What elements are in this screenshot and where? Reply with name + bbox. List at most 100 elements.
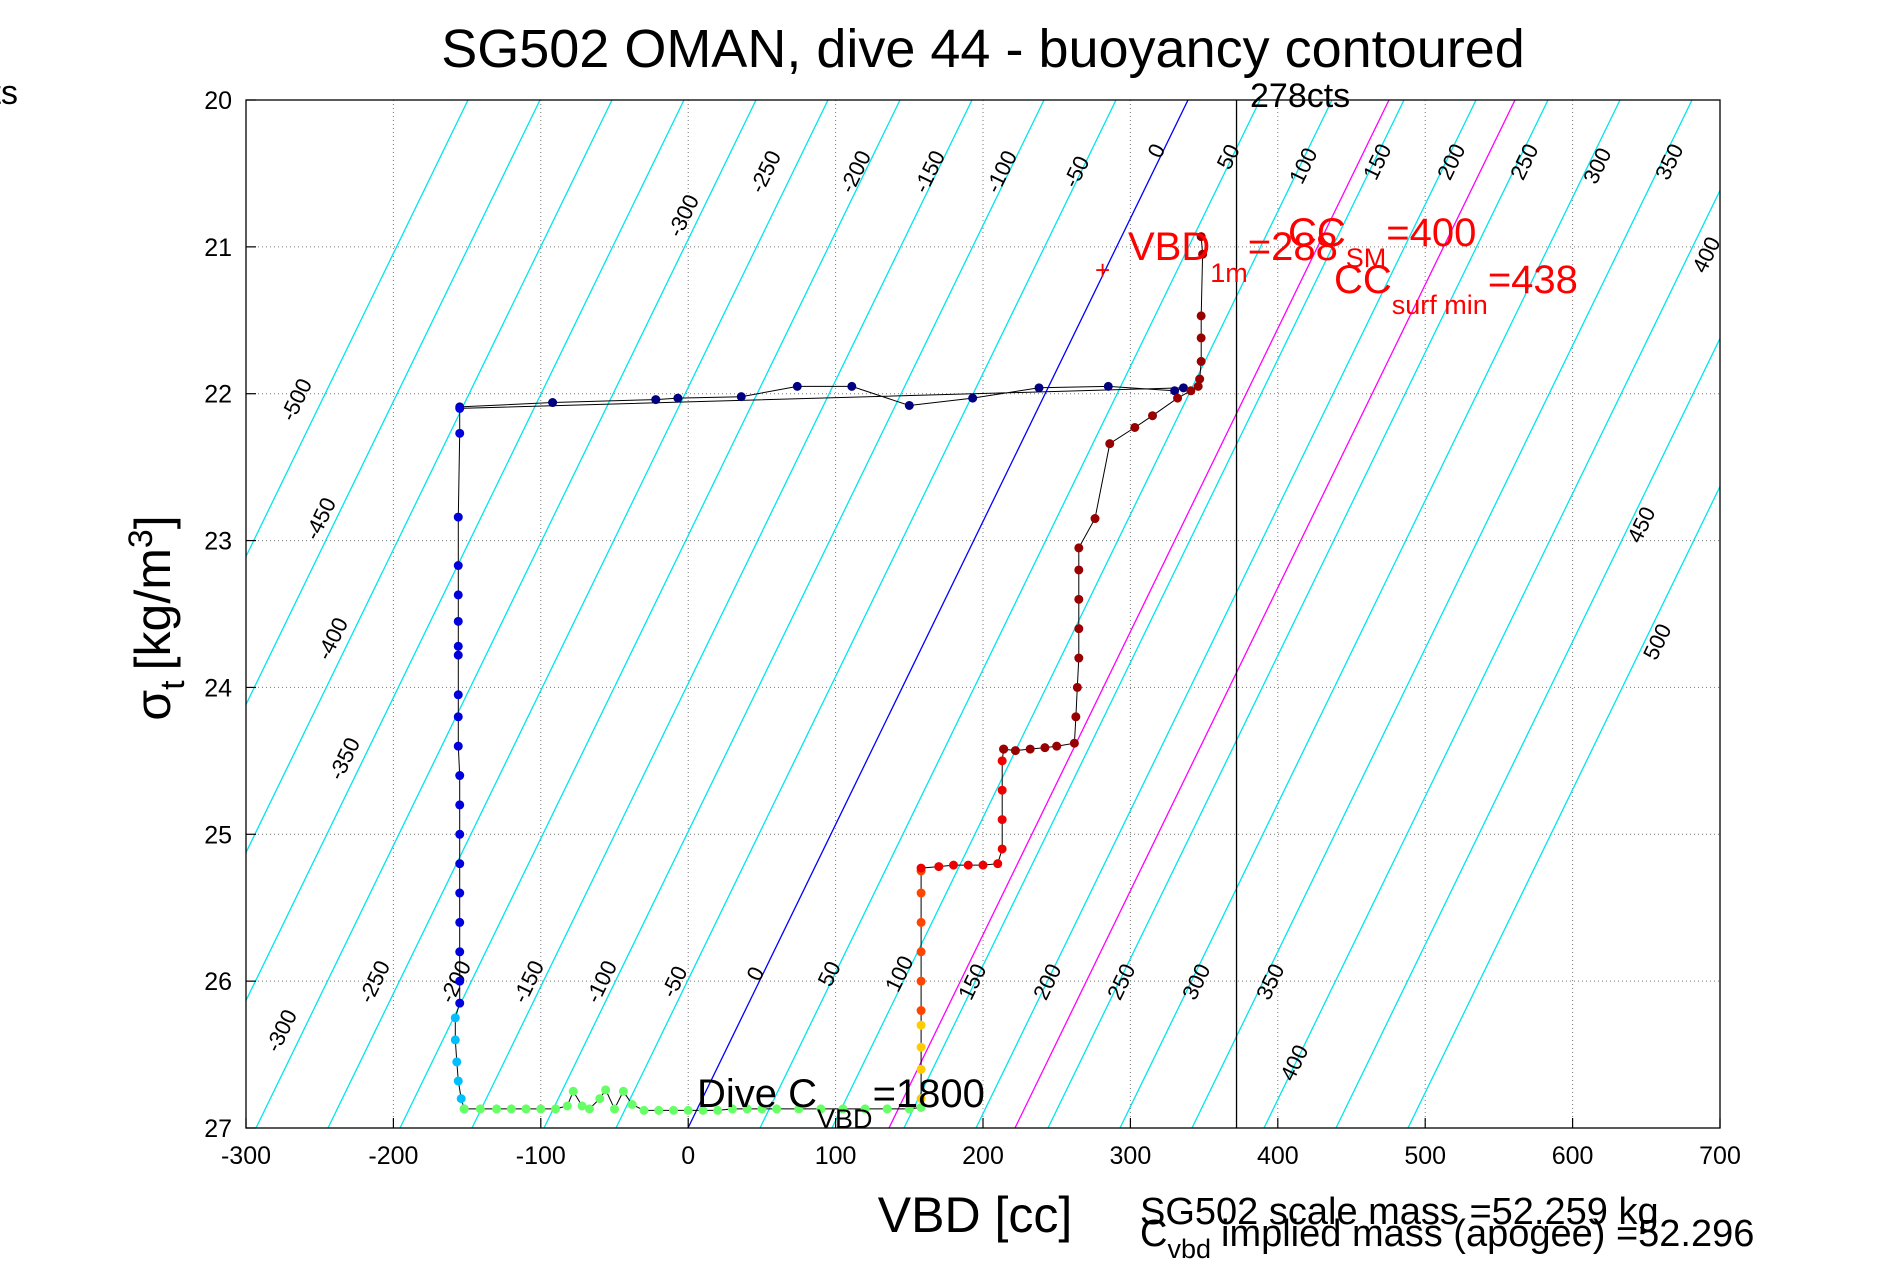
x-tick-label: 300: [1110, 1142, 1152, 1170]
data-point: [1074, 653, 1084, 663]
x-tick-label: 500: [1404, 1142, 1446, 1170]
contour-line: [759, 100, 1261, 1128]
data-point: [792, 381, 802, 391]
data-point: [568, 1086, 578, 1096]
data-point: [1072, 682, 1082, 692]
y-tick-label: 25: [204, 821, 232, 849]
chart-title: SG502 OMAN, dive 44 - buoyancy contoured: [441, 19, 1525, 79]
y-label-units: [kg/m: [125, 548, 181, 670]
data-point: [475, 1104, 485, 1114]
data-point: [453, 512, 463, 522]
red-annotations: + VBD1m=288 CCSM=400 CCsurf min=438: [1095, 211, 1578, 320]
data-point: [1178, 383, 1188, 393]
data-point: [963, 860, 973, 870]
data-point: [453, 616, 463, 626]
contour-line: [246, 100, 469, 558]
contour-line: [687, 100, 1189, 1128]
data-point: [455, 771, 465, 781]
data-point: [450, 1035, 460, 1045]
contour-line: [1335, 337, 1720, 1128]
y-axis-label: σt [kg/m3]: [122, 515, 192, 720]
data-point: [668, 1105, 678, 1115]
data-point: [1130, 422, 1140, 432]
data-point: [1074, 624, 1084, 634]
x-tick-label: 700: [1699, 1142, 1741, 1170]
data-point: [860, 1104, 870, 1114]
data-point: [1148, 411, 1158, 421]
data-point: [997, 844, 1007, 854]
data-point: [916, 1094, 926, 1104]
contour-line: [543, 100, 1045, 1128]
data-point: [551, 1104, 561, 1114]
data-point: [698, 1105, 708, 1115]
dive-c-vbd-annotation: Dive CVBD=1800: [697, 1072, 985, 1134]
y-tick-label: 27: [204, 1115, 232, 1143]
contour-line: [246, 100, 685, 1003]
data-point: [949, 860, 959, 870]
data-point: [1069, 738, 1079, 748]
data-point: [1196, 356, 1206, 366]
data-point: [455, 976, 465, 986]
data-point: [455, 917, 465, 927]
data-point: [997, 785, 1007, 795]
scale-mass-note: SG502 scale mass =52.259 kg: [1140, 1191, 1659, 1233]
y-tick-label: 23: [204, 528, 232, 556]
data-point: [654, 1105, 664, 1115]
data-point: [683, 1105, 693, 1115]
y-label-close: ]: [125, 515, 181, 529]
x-tick-label: 100: [815, 1142, 857, 1170]
cc-line: [888, 100, 1390, 1128]
data-point: [492, 1104, 502, 1114]
contour-line: [1191, 100, 1693, 1128]
x-tick-label: 400: [1257, 1142, 1299, 1170]
data-point: [1195, 374, 1205, 384]
data-point: [916, 1006, 926, 1016]
data-point: [453, 1076, 463, 1086]
data-point: [916, 1102, 926, 1112]
y-tick-label: 21: [204, 234, 232, 262]
contour-line: [327, 100, 829, 1128]
data-point: [847, 381, 857, 391]
data-point: [727, 1104, 737, 1114]
contour-line: [399, 100, 901, 1128]
y-tick-label: 20: [204, 87, 232, 115]
data-point: [997, 815, 1007, 825]
data-point: [521, 1104, 531, 1114]
data-point: [455, 829, 465, 839]
data-point: [1010, 746, 1020, 756]
left-edge-count-label: 0cts: [0, 74, 18, 112]
contour-line: [903, 100, 1405, 1128]
data-point: [1170, 386, 1180, 396]
x-tick-label: -300: [221, 1142, 271, 1170]
cc-line: [1014, 100, 1516, 1128]
cc-surf-min-annotation: CCsurf min=438: [1334, 258, 1578, 320]
data-point: [1196, 311, 1206, 321]
data-point: [536, 1104, 546, 1114]
data-point: [742, 1104, 752, 1114]
data-point: [456, 1094, 466, 1104]
data-point: [904, 1104, 914, 1114]
data-point: [1186, 386, 1196, 396]
data-point: [1040, 743, 1050, 753]
data-point: [916, 917, 926, 927]
y-tick-label: 24: [204, 674, 232, 702]
data-point: [453, 590, 463, 600]
data-point: [916, 1064, 926, 1074]
data-point: [1173, 393, 1183, 403]
data-point: [1193, 381, 1203, 391]
data-point: [455, 428, 465, 438]
data-point: [577, 1101, 587, 1111]
data-point: [934, 862, 944, 872]
data-point: [1103, 381, 1113, 391]
y-label-sup: 3: [122, 529, 160, 548]
data-point: [794, 1104, 804, 1114]
data-point: [595, 1094, 605, 1104]
data-point: [548, 398, 558, 408]
data-point: [1052, 741, 1062, 751]
data-point: [455, 800, 465, 810]
y-label-sigma: σ: [125, 690, 181, 721]
vbd-1m-marker: +: [1095, 255, 1110, 285]
data-point: [601, 1085, 611, 1095]
data-point: [904, 400, 914, 410]
